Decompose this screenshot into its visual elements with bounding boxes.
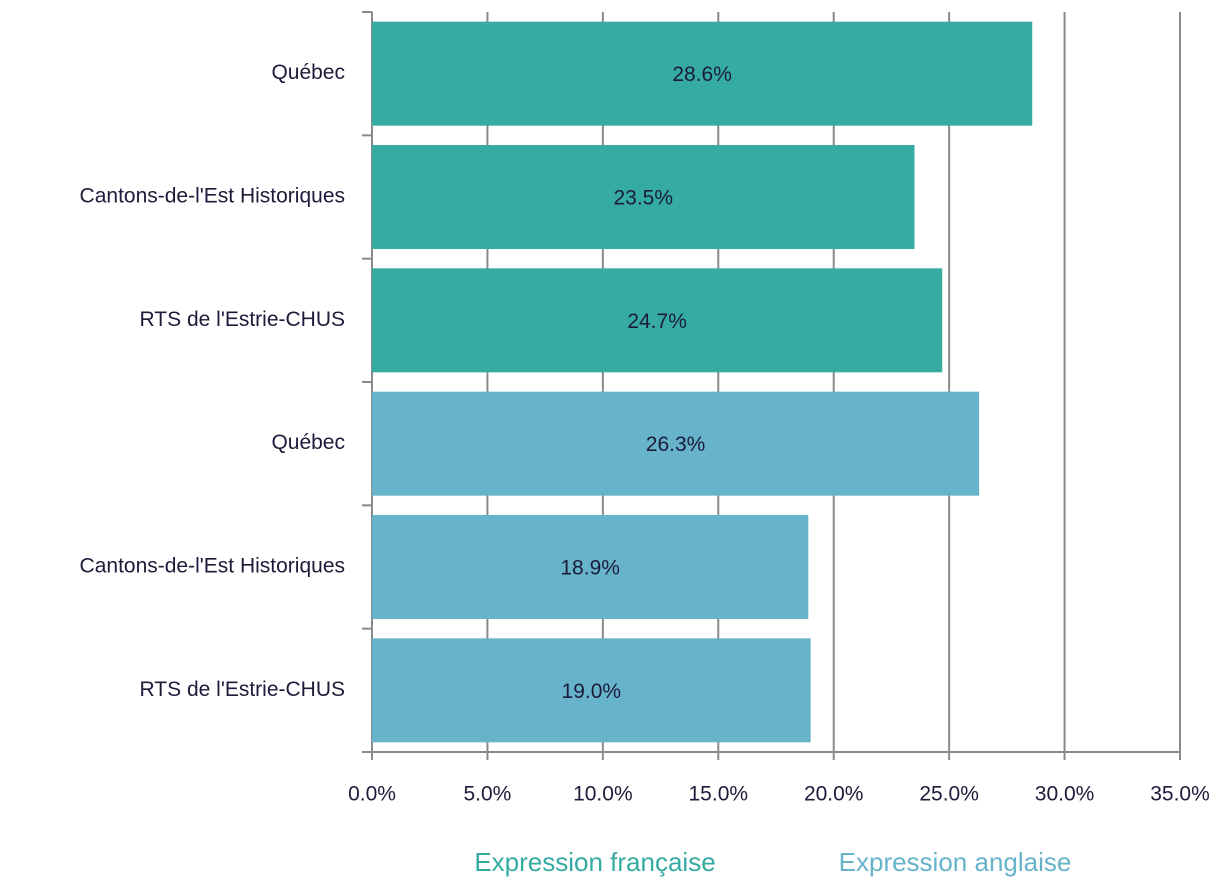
bar: [372, 268, 943, 373]
y-tick-label: RTS de l'Estrie-CHUS: [140, 308, 346, 331]
x-tick-label: 5.0%: [463, 783, 511, 806]
value-label: 23.5%: [613, 187, 673, 210]
bar: [372, 145, 915, 249]
legend-label: Expression française: [474, 847, 715, 877]
y-tick-label: Québec: [271, 431, 345, 454]
value-label: 24.7%: [627, 310, 687, 333]
value-label: 28.6%: [672, 63, 732, 86]
bar: [372, 515, 809, 619]
legend-label: Expression anglaise: [839, 847, 1072, 877]
x-tick-label: 30.0%: [1035, 783, 1095, 806]
y-tick-label: Cantons-de-l'Est Historiques: [80, 185, 345, 208]
value-label: 18.9%: [560, 557, 620, 580]
bar: [372, 391, 980, 496]
value-label: 26.3%: [646, 433, 706, 456]
x-tick-label: 35.0%: [1150, 783, 1210, 806]
value-label: 19.0%: [562, 680, 622, 703]
x-tick-label: 15.0%: [689, 783, 749, 806]
y-tick-label: Cantons-de-l'Est Historiques: [80, 555, 345, 578]
x-tick-label: 0.0%: [348, 783, 396, 806]
bar: [372, 638, 811, 743]
y-tick-label: RTS de l'Estrie-CHUS: [140, 678, 346, 701]
x-tick-label: 10.0%: [573, 783, 633, 806]
x-tick-label: 20.0%: [804, 783, 864, 806]
bar: [372, 21, 1033, 126]
y-tick-label: Québec: [271, 61, 345, 84]
x-tick-label: 25.0%: [919, 783, 979, 806]
